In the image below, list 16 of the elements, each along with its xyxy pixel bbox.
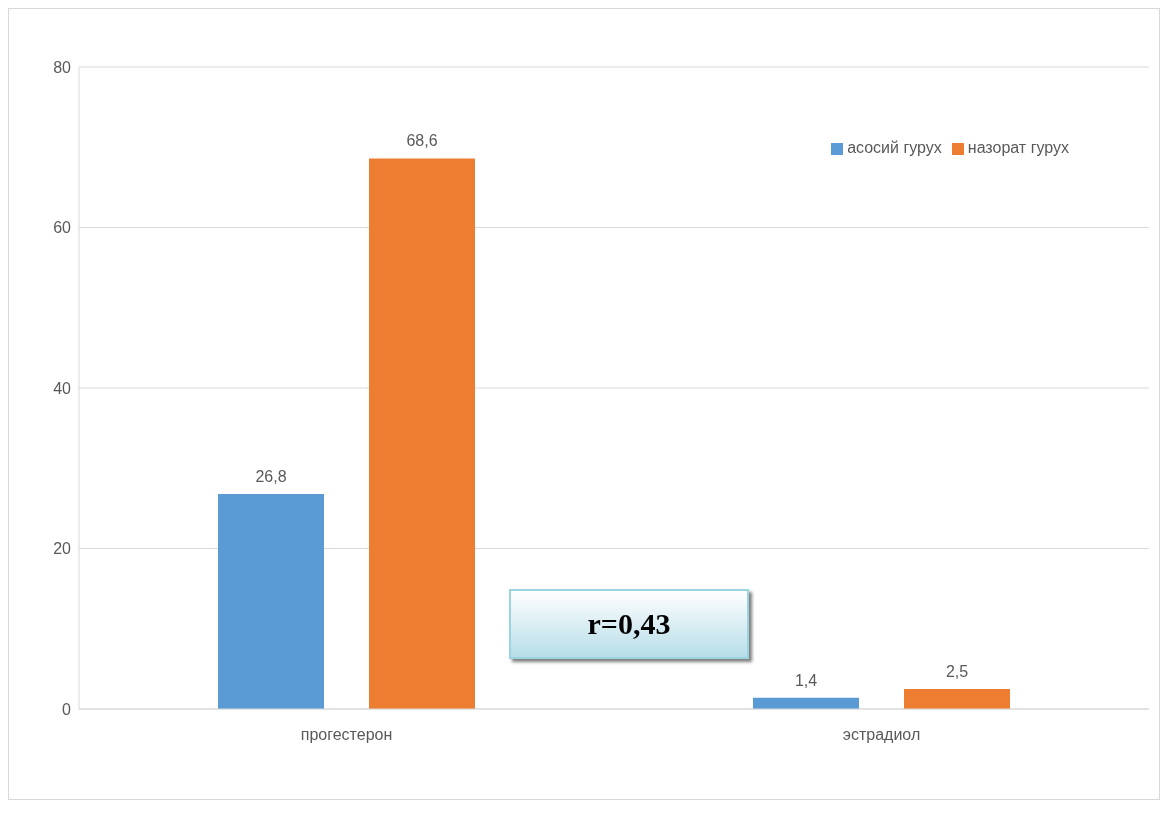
y-tick-label: 0	[62, 700, 72, 718]
bar	[904, 688, 1010, 709]
x-tick-label: прогестерон	[300, 726, 393, 744]
data-label: 2,5	[945, 662, 969, 680]
y-tick-label: 20	[53, 540, 72, 558]
data-label: 68,6	[406, 132, 438, 150]
legend-label: назорат гурух	[967, 139, 1069, 156]
bar	[218, 493, 324, 709]
y-tick-label: 60	[53, 219, 72, 237]
x-tick-label: эстрадиол	[842, 726, 921, 744]
data-label: 1,4	[794, 671, 818, 689]
bar	[369, 158, 475, 709]
legend-label: асосий гурух	[847, 139, 942, 156]
y-tick-label: 80	[53, 58, 72, 76]
y-tick-label: 40	[53, 379, 72, 397]
data-label: 26,8	[255, 467, 287, 485]
